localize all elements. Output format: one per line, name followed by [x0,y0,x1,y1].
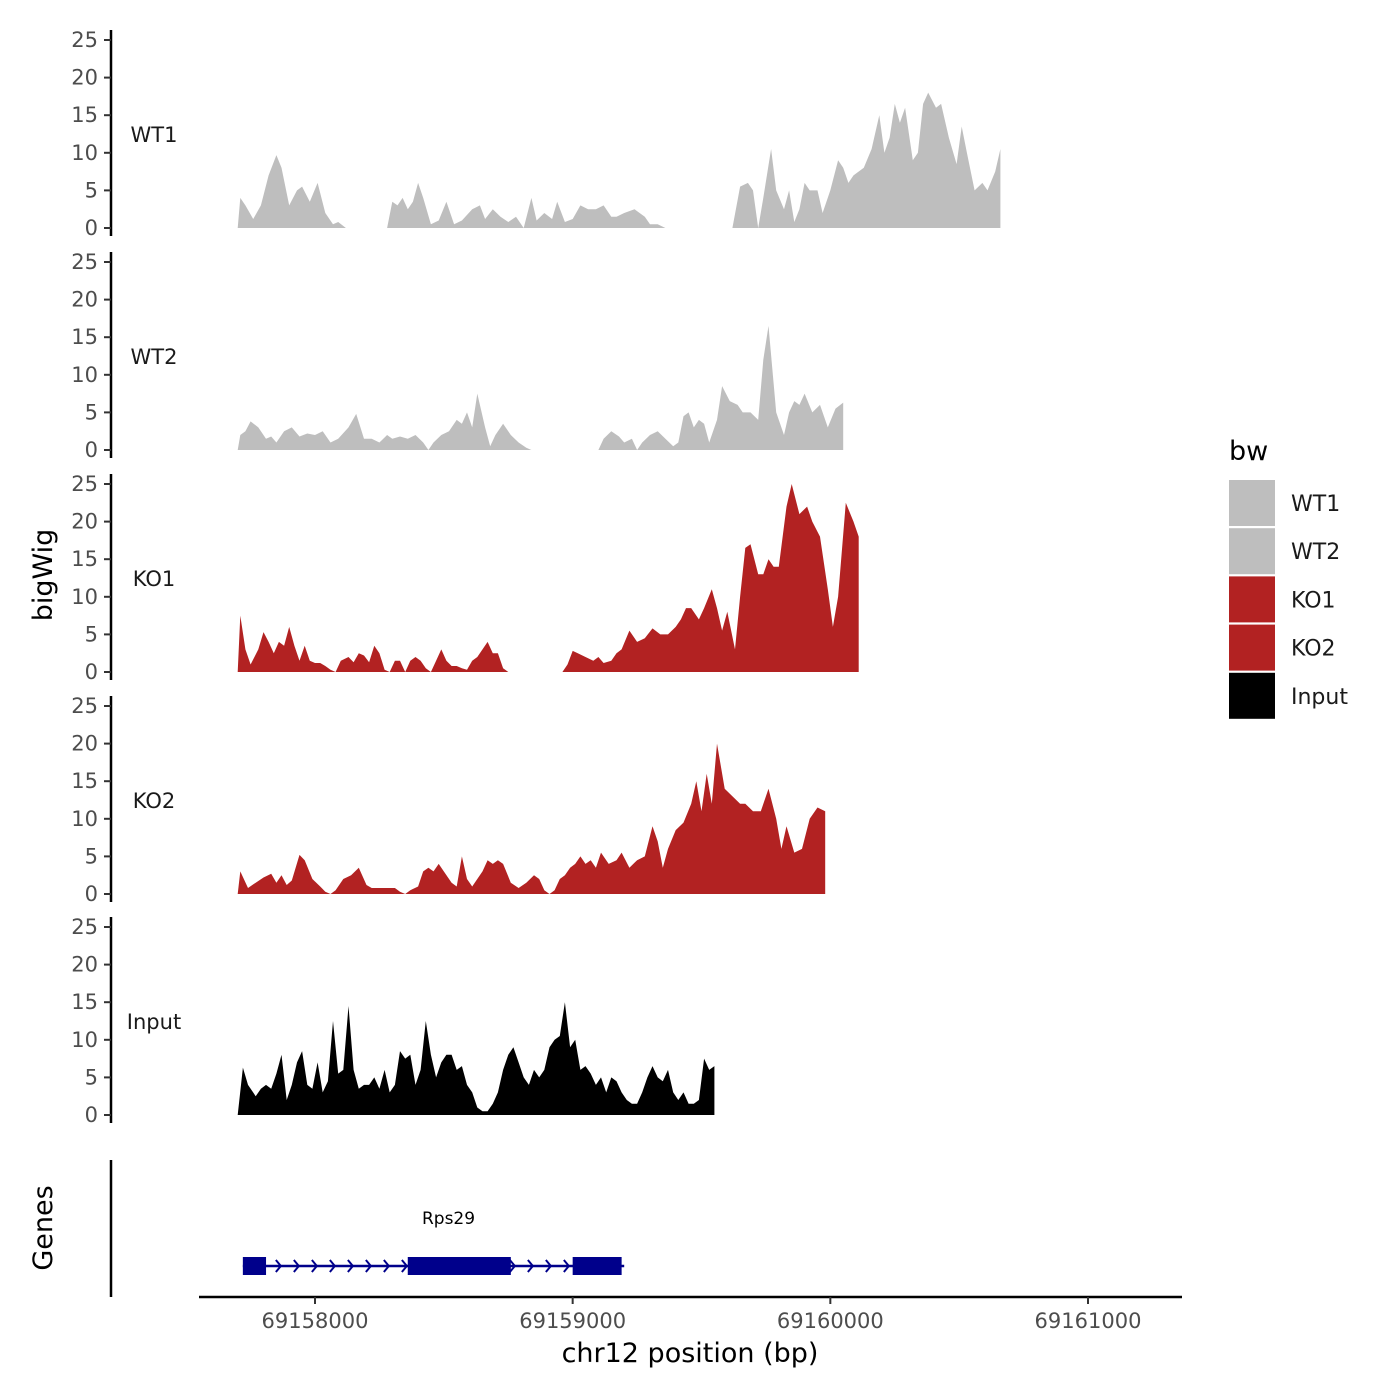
legend-entry-ko2: KO2 [1229,624,1336,671]
gene-strand-arrow [401,1259,409,1273]
gene-exon [407,1257,511,1275]
y-tick-label: 0 [85,216,98,240]
track-area-ko1 [237,484,859,672]
gene-strand-arrow [329,1259,337,1273]
y-tick-label: 20 [71,66,98,90]
legend-entry-wt1: WT1 [1229,480,1340,526]
track-area-wt1 [237,92,1001,228]
gene-label: Rps29 [422,1209,475,1229]
x-tick-label: 69161000 [1035,1309,1142,1333]
track-ko2: 0 5 10 15 20 25 KO2 [71,694,826,906]
legend-entry-ko1: KO1 [1229,576,1336,623]
y-tick-label: 20 [71,510,98,534]
legend-label: KO1 [1291,588,1336,613]
gene-strand-arrow [383,1259,391,1273]
legend-title: bw [1229,436,1268,467]
legend-label: KO2 [1291,637,1336,662]
legend: bw WT1 WT2 KO1 KO2 Input [1229,436,1348,719]
legend-entry-input: Input [1229,672,1348,719]
genes-panel: Genes Rps29 [28,1160,625,1297]
track-ko1: 0 5 10 15 20 25 KO1 [71,472,859,684]
y-tick-label: 25 [71,915,98,939]
y-tick-label: 5 [85,844,98,868]
legend-entry-wt2: WT2 [1229,528,1340,575]
x-tick-label: 69159000 [519,1309,626,1333]
legend-label: WT1 [1291,492,1340,517]
y-tick-label: 10 [71,1028,98,1052]
y-tick-label: 15 [71,103,98,127]
y-tick-label: 25 [71,472,98,496]
y-tick-label: 25 [71,28,98,52]
legend-swatch [1229,528,1275,575]
gene-strand-arrow [293,1259,301,1273]
gene-strand-arrow [347,1259,355,1273]
gene-strand-arrow [563,1259,571,1273]
legend-swatch [1229,624,1275,671]
legend-swatch [1229,672,1275,719]
gene-rps29: Rps29 [242,1209,625,1275]
track-wt1: 0 5 10 15 20 25 WT1 [71,28,1001,240]
gene-exon [242,1257,267,1275]
track-label: KO1 [133,567,176,591]
y-tick-label: 25 [71,694,98,718]
track-input: 0 5 10 15 20 25 Input [71,915,715,1127]
gene-strand-arrow [509,1259,517,1273]
y-tick-label: 0 [85,660,98,684]
gene-strand-arrow [545,1259,553,1273]
y-tick-label: 0 [85,438,98,462]
y-tick-label: 5 [85,622,98,646]
track-label: WT1 [131,123,178,147]
y-axis-title: bigWig [28,529,59,622]
y-tick-label: 20 [71,288,98,312]
y-tick-label: 5 [85,178,98,202]
gene-strand-arrow [365,1259,373,1273]
x-tick-label: 69158000 [262,1309,369,1333]
legend-label: Input [1291,685,1348,710]
legend-swatch [1229,576,1275,623]
x-axis: chr12 position (bp) 69158000 69159000 6916… [199,1295,1182,1369]
y-tick-label: 15 [71,769,98,793]
track-label: Input [127,1010,181,1034]
track-label: WT2 [131,345,178,369]
legend-swatch [1229,480,1275,526]
legend-label: WT2 [1291,540,1340,565]
track-wt2: 0 5 10 15 20 25 WT2 [71,250,844,462]
y-tick-label: 20 [71,732,98,756]
gene-exon [572,1257,622,1275]
x-tick-label: 69160000 [777,1309,884,1333]
y-tick-label: 25 [71,250,98,274]
y-tick-label: 5 [85,400,98,424]
genes-axis-title: Genes [28,1185,59,1270]
y-tick-label: 5 [85,1065,98,1089]
track-label: KO2 [133,789,176,813]
y-tick-label: 10 [71,141,98,165]
y-tick-label: 0 [85,1103,98,1127]
track-area-input [237,1002,715,1115]
y-tick-label: 10 [71,585,98,609]
y-tick-label: 10 [71,363,98,387]
track-area-ko2 [237,743,826,894]
y-tick-label: 15 [71,547,98,571]
y-tick-label: 0 [85,882,98,906]
x-axis-title: chr12 position (bp) [562,1338,819,1369]
track-area-wt2 [237,325,844,450]
y-tick-label: 15 [71,325,98,349]
gene-strand-arrow [311,1259,319,1273]
gene-strand-arrow [275,1259,283,1273]
track-panels: 0510152025WT10510152025WT20510152025KO10… [71,28,1001,1127]
y-tick-label: 20 [71,953,98,977]
gene-strand-arrow [527,1259,535,1273]
y-tick-label: 10 [71,807,98,831]
y-tick-label: 15 [71,990,98,1014]
